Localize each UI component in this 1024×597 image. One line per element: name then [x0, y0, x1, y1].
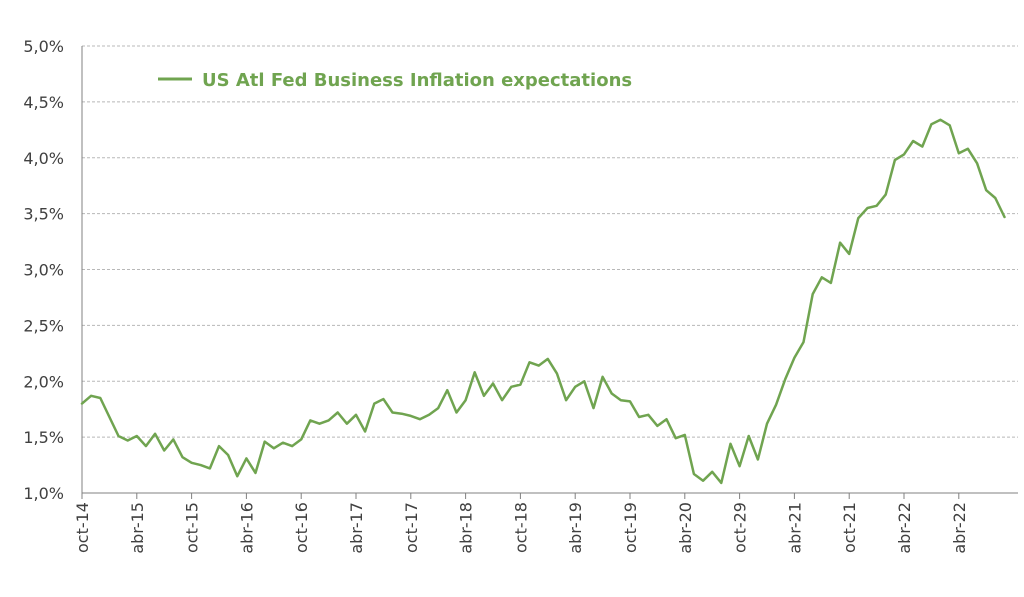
x-tick-label: abr-22 [895, 502, 914, 554]
legend-label: US Atl Fed Business Inflation expectatio… [202, 70, 632, 91]
series-line [80, 118, 1006, 485]
x-tick-label: oct-18 [511, 502, 530, 553]
x-tick-label: oct-17 [402, 502, 421, 553]
x-tick-label: oct-29 [731, 502, 750, 553]
x-tick-label: abr-20 [676, 502, 695, 554]
x-tick-label: abr-22 [950, 502, 969, 554]
gridlines [82, 45, 1018, 438]
y-tick-label: 4,5% [23, 93, 64, 112]
y-tick-label: 3,5% [23, 205, 64, 224]
x-tick-label: abr-18 [457, 502, 476, 554]
x-tick-label: oct-15 [183, 502, 202, 553]
y-axis: 1,0% 1,5% 2,0% 2,5% 3,0% 3,5% 4,0% 4,5% 5,0% [23, 37, 83, 503]
x-axis: oct-14 abr-15 oct-15 abr-16 oct-16 abr-17 oct-… [73, 492, 1018, 554]
x-tick-label: oct-14 [73, 502, 92, 553]
y-tick-label: 1,5% [23, 428, 64, 447]
y-tick-label: 5,0% [23, 37, 64, 56]
y-tick-label: 1,0% [23, 484, 64, 503]
x-tick-label: oct-21 [840, 502, 859, 553]
y-tick-label: 4,0% [23, 149, 64, 168]
x-tick-label: abr-21 [785, 502, 804, 554]
x-tick-label: abr-17 [347, 502, 366, 554]
y-tick-label: 2,5% [23, 316, 64, 335]
x-tick-label: abr-15 [128, 502, 147, 554]
legend: US Atl Fed Business Inflation expectatio… [158, 70, 632, 91]
x-tick-label: abr-19 [566, 502, 585, 554]
x-tick-label: oct-16 [292, 502, 311, 553]
x-tick-label: oct-19 [621, 502, 640, 553]
series-layer [80, 118, 1006, 485]
x-tick-label: abr-16 [237, 502, 256, 554]
y-tick-label: 2,0% [23, 372, 64, 391]
y-tick-label: 3,0% [23, 261, 64, 280]
